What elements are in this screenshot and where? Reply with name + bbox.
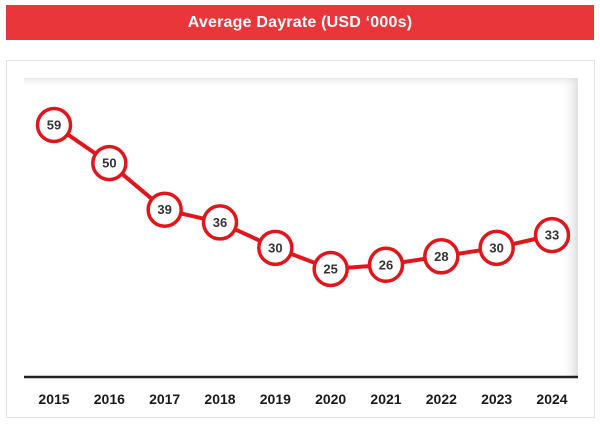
chart-title-banner: Average Dayrate (USD ‘000s) bbox=[6, 5, 594, 40]
data-point: 28 bbox=[423, 238, 460, 275]
plot-background bbox=[24, 78, 578, 377]
data-point: 30 bbox=[478, 229, 515, 267]
x-axis-ticks: 2015 2016 2017 2018 2019 2020 2021 2022 2023 2024 bbox=[38, 391, 567, 407]
data-point: 50 bbox=[91, 144, 128, 182]
x-tick-label: 2015 bbox=[38, 391, 69, 407]
x-tick-label: 2018 bbox=[204, 391, 235, 407]
data-point: 39 bbox=[146, 191, 183, 228]
data-label: 26 bbox=[379, 257, 393, 272]
data-point: 26 bbox=[367, 246, 405, 284]
data-label: 30 bbox=[489, 240, 503, 255]
x-tick-label: 2024 bbox=[536, 391, 567, 407]
data-point-marker bbox=[35, 106, 73, 144]
data-label: 50 bbox=[102, 156, 116, 171]
data-label: 28 bbox=[434, 249, 448, 264]
data-point: 33 bbox=[533, 216, 571, 254]
x-tick-label: 2021 bbox=[370, 391, 401, 407]
chart-title: Average Dayrate (USD ‘000s) bbox=[187, 13, 413, 31]
data-label: 59 bbox=[47, 118, 61, 133]
data-point-marker bbox=[367, 246, 405, 284]
plot-area bbox=[24, 78, 578, 379]
x-tick-label: 2023 bbox=[481, 391, 512, 407]
x-tick-label: 2017 bbox=[149, 391, 180, 407]
x-tick-label: 2016 bbox=[94, 391, 125, 407]
data-label: 30 bbox=[268, 240, 282, 255]
data-point: 25 bbox=[312, 250, 349, 288]
plot-shadow-right bbox=[560, 78, 578, 377]
data-point-marker bbox=[533, 216, 571, 254]
data-point-marker bbox=[201, 204, 239, 241]
x-tick-label: 2022 bbox=[426, 391, 457, 407]
data-point: 36 bbox=[201, 204, 239, 241]
data-point-marker bbox=[478, 229, 515, 267]
data-label: 33 bbox=[545, 228, 559, 243]
x-tick-label: 2020 bbox=[315, 391, 346, 407]
data-point: 59 bbox=[35, 106, 73, 144]
data-point-marker bbox=[257, 229, 294, 267]
data-point: 30 bbox=[257, 229, 294, 267]
points-layer: 59 50 39 36 30 25 26 28 30 33 bbox=[35, 106, 571, 288]
data-point-marker bbox=[91, 144, 128, 182]
data-point-marker bbox=[312, 250, 349, 288]
data-label: 25 bbox=[323, 262, 337, 277]
data-label: 39 bbox=[157, 202, 171, 217]
plot-shadow-top bbox=[24, 78, 578, 88]
data-point-marker bbox=[423, 238, 460, 275]
x-tick-label: 2019 bbox=[260, 391, 291, 407]
data-label: 36 bbox=[213, 215, 227, 230]
data-point-marker bbox=[146, 191, 183, 228]
